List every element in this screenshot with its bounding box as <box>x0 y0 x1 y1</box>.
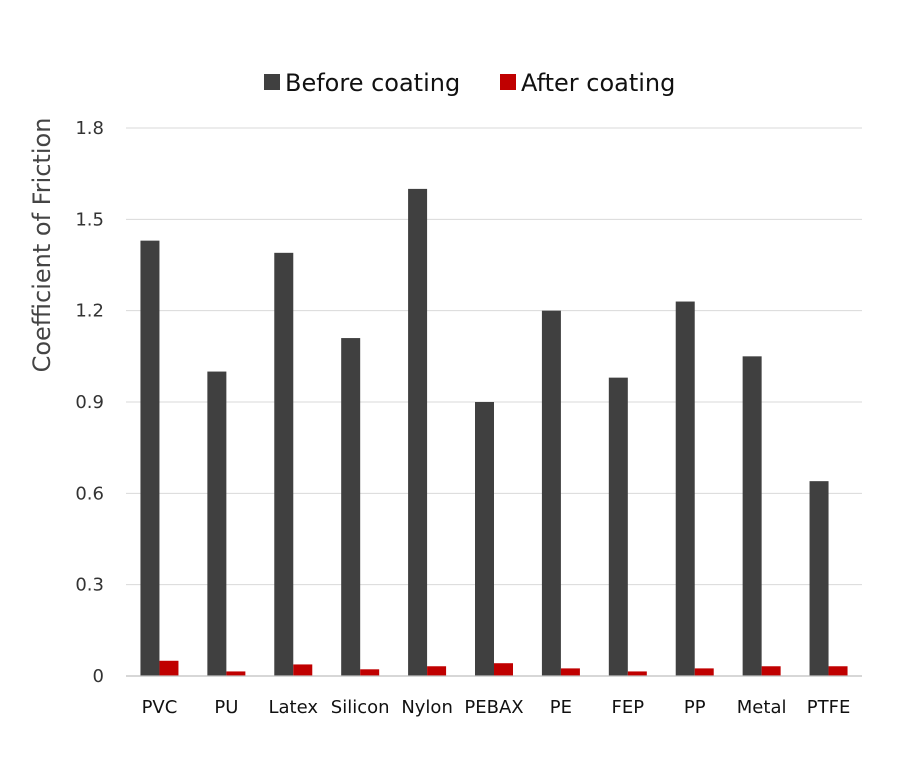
bar-after-coating-ptfe <box>828 666 848 676</box>
y-tick-label: 1.5 <box>75 209 104 230</box>
bar-after-coating-pe <box>560 668 580 676</box>
bar-before-coating-fep <box>608 377 628 676</box>
bar-before-coating-ptfe <box>809 481 829 676</box>
bar-after-coating-pvc <box>159 660 179 676</box>
bar-before-coating-pvc <box>140 240 160 676</box>
y-tick-label: 1.8 <box>75 118 104 139</box>
x-tick-label: PEBAX <box>464 697 523 718</box>
legend-label-after: After coating <box>521 69 675 97</box>
bar-before-coating-nylon <box>408 188 428 676</box>
y-tick-labels: 0 0.3 0.6 0.9 1.2 1.5 1.8 <box>75 118 104 687</box>
x-tick-label: PU <box>214 697 238 718</box>
x-tick-label: Silicon <box>331 697 390 718</box>
legend-swatch-before <box>264 74 280 90</box>
bar-after-coating-pu <box>226 671 246 676</box>
y-axis-label: Coefficient of Friction <box>28 118 56 373</box>
bar-after-coating-metal <box>761 666 781 676</box>
bar-before-coating-metal <box>742 356 762 676</box>
x-tick-label: Nylon <box>401 697 453 718</box>
bar-before-coating-pebax <box>475 402 494 676</box>
y-tick-label: 0 <box>93 666 104 687</box>
bar-after-coating-nylon <box>427 666 447 676</box>
x-tick-label: PTFE <box>807 697 851 718</box>
x-tick-label: PVC <box>142 697 178 718</box>
bar-before-coating-latex <box>274 252 294 677</box>
bar-after-coating-silicon <box>360 669 380 676</box>
bar-before-coating-pu <box>207 371 227 676</box>
x-tick-labels: PVC PU Latex Silicon Nylon PEBAX PE FEP PP Metal P… <box>142 697 851 718</box>
y-tick-label: 0.9 <box>75 392 104 413</box>
x-tick-label: PP <box>684 697 706 718</box>
y-tick-label: 0.6 <box>75 483 104 504</box>
bar-after-coating-fep <box>627 671 647 676</box>
x-tick-label: Latex <box>269 697 319 718</box>
bar-after-coating-pebax <box>494 663 513 676</box>
y-tick-label: 0.3 <box>75 575 104 596</box>
bar-before-coating-pe <box>541 310 561 676</box>
bars <box>140 188 848 677</box>
bar-before-coating-pp <box>675 301 695 676</box>
bar-before-coating-silicon <box>341 338 361 676</box>
x-tick-label: PE <box>550 697 572 718</box>
legend-label-before: Before coating <box>285 69 460 97</box>
legend: Before coating After coating <box>264 69 675 97</box>
legend-swatch-after <box>500 74 516 90</box>
bar-after-coating-latex <box>293 664 313 676</box>
x-tick-label: FEP <box>612 697 645 718</box>
bar-after-coating-pp <box>694 668 714 676</box>
y-tick-label: 1.2 <box>75 301 104 322</box>
x-tick-label: Metal <box>737 697 787 718</box>
